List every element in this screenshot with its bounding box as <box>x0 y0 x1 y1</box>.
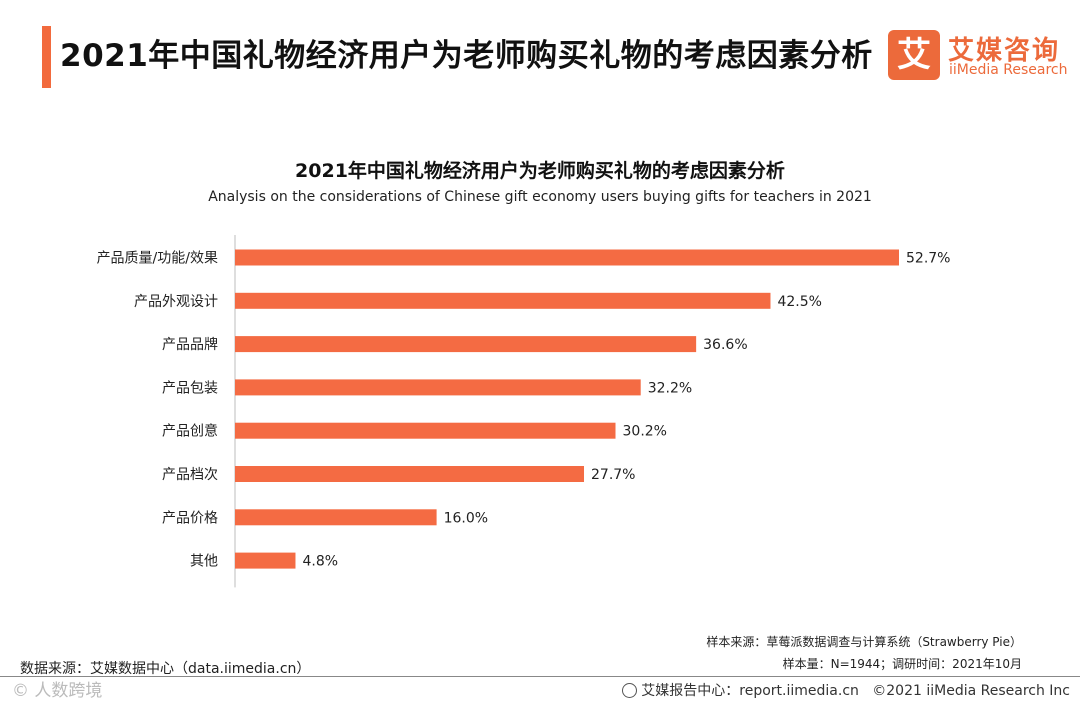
copyright: ©2021 iiMedia Research Inc <box>872 683 1070 699</box>
category-label: 其他 <box>190 554 218 570</box>
category-label: 产品价格 <box>162 510 218 526</box>
bar <box>235 509 437 526</box>
data-label: 4.8% <box>302 554 338 570</box>
category-label: 产品外观设计 <box>134 294 218 310</box>
bar <box>235 379 641 396</box>
bar <box>235 249 899 266</box>
data-label: 16.0% <box>444 510 488 526</box>
sample-source: 样本来源：草莓派数据调查与计算系统（Strawberry Pie） <box>706 635 1022 649</box>
title-accent-bar <box>42 26 51 88</box>
category-label: 产品质量/功能/效果 <box>97 251 218 267</box>
footer-divider <box>0 676 1080 677</box>
data-label: 27.7% <box>591 467 635 483</box>
page-title: 2021年中国礼物经济用户为老师购买礼物的考虑因素分析 <box>60 38 873 74</box>
bar <box>235 422 616 439</box>
footer-bar: 艾媒报告中心：report.iimedia.cn ©2021 iiMedia R… <box>622 680 1070 700</box>
data-label: 42.5% <box>777 294 821 310</box>
category-label: 产品包装 <box>162 380 218 396</box>
bar <box>235 336 697 353</box>
iimedia-logo: 艾 艾媒咨询 iiMedia Research <box>888 28 1068 84</box>
logo-icon: 艾 <box>888 30 940 80</box>
globe-icon <box>622 683 638 698</box>
sample-info: 样本量：N=1944；调研时间：2021年10月 <box>782 657 1022 671</box>
category-label: 产品档次 <box>162 467 218 483</box>
data-label: 32.2% <box>648 380 692 396</box>
logo-en-text: iiMedia Research <box>949 62 1068 78</box>
logo-cn-text: 艾媒咨询 <box>948 36 1061 66</box>
bar <box>235 292 771 309</box>
bar <box>235 552 296 569</box>
category-label: 产品品牌 <box>162 336 218 353</box>
data-source: 数据来源：艾媒数据中心（data.iimedia.cn） <box>20 661 311 677</box>
data-label: 36.6% <box>703 337 747 353</box>
data-label: 52.7% <box>906 251 950 267</box>
category-label: 产品创意 <box>162 423 218 440</box>
data-label: 30.2% <box>623 424 667 440</box>
watermark: © 人数跨境 <box>12 681 103 701</box>
chart-subtitle: Analysis on the considerations of Chines… <box>208 189 872 205</box>
report-center-link[interactable]: 艾媒报告中心：report.iimedia.cn <box>641 683 859 699</box>
bar <box>235 466 585 482</box>
chart-title: 2021年中国礼物经济用户为老师购买礼物的考虑因素分析 <box>295 160 785 182</box>
